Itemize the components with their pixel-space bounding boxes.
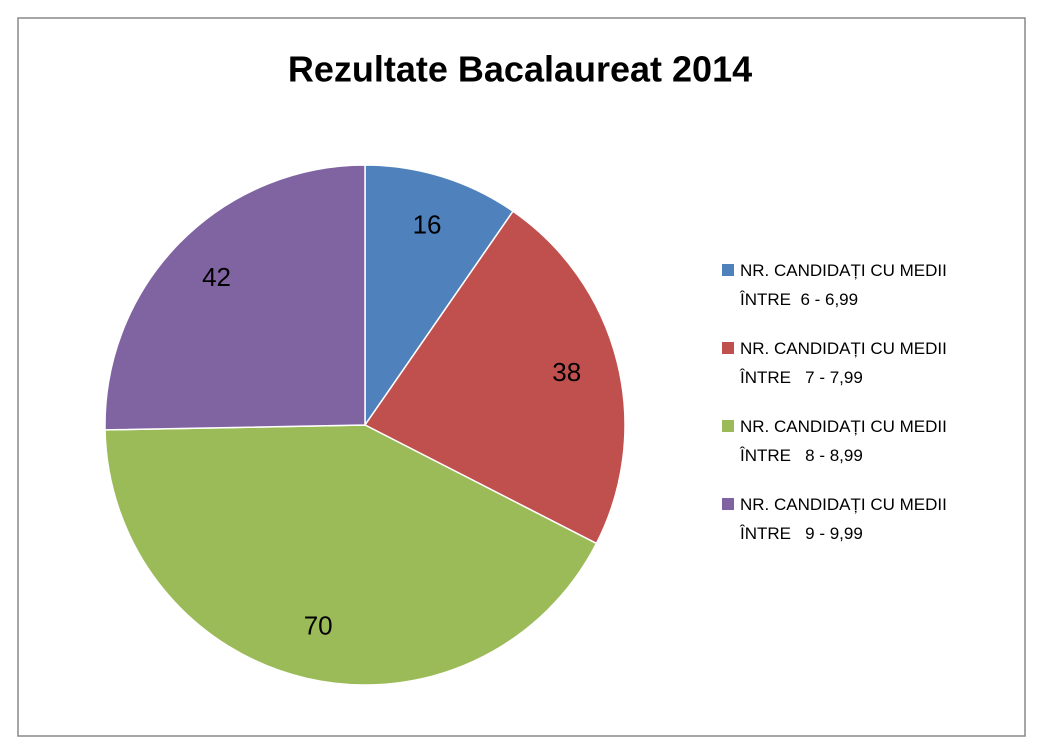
pie-slice — [104, 424, 598, 686]
legend-swatch — [722, 498, 734, 510]
legend-label: NR. CANDIDAȚI CU MEDII ÎNTRE 8 - 8,99 — [740, 417, 952, 465]
pie-slice — [364, 164, 515, 428]
legend-label: NR. CANDIDAȚI CU MEDII ÎNTRE 6 - 6,99 — [740, 261, 952, 309]
chart-title: Rezultate Bacalaureat 2014 — [288, 49, 752, 90]
data-label: 70 — [304, 611, 333, 641]
legend-swatch — [722, 420, 734, 432]
pie-slice — [104, 164, 366, 431]
data-label: 16 — [413, 209, 442, 239]
data-label: 38 — [552, 357, 581, 387]
pie-slice — [363, 210, 626, 545]
legend-swatch — [722, 264, 734, 276]
legend-label: NR. CANDIDAȚI CU MEDII ÎNTRE 9 - 9,99 — [740, 495, 952, 543]
legend-label: NR. CANDIDAȚI CU MEDII ÎNTRE 7 - 7,99 — [740, 339, 952, 387]
legend-swatch — [722, 342, 734, 354]
data-label: 42 — [202, 262, 231, 292]
